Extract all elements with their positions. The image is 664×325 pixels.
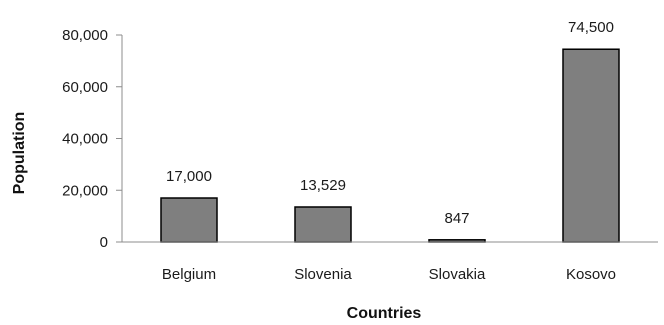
data-labels: 17,000 13,529 847 74,500 [166, 19, 614, 227]
data-label-kosovo: 74,500 [568, 19, 614, 36]
y-tick-label: 20,000 [62, 182, 108, 199]
bar-belgium [160, 197, 218, 243]
y-tick-label: 0 [100, 234, 108, 251]
x-tick-label-kosovo: Kosovo [566, 266, 616, 283]
x-axis-title: Countries [347, 305, 422, 322]
bar-slovenia [294, 206, 352, 243]
y-tick-label: 40,000 [62, 131, 108, 148]
bars [160, 48, 620, 243]
data-label-slovenia: 13,529 [300, 177, 346, 194]
y-axis-ticks: 0 20,000 40,000 60,000 80,000 [62, 27, 122, 251]
x-tick-label-slovakia: Slovakia [429, 266, 486, 283]
y-axis-title: Population [11, 112, 28, 195]
y-tick-label: 60,000 [62, 79, 108, 96]
x-tick-label-slovenia: Slovenia [294, 266, 352, 283]
data-label-belgium: 17,000 [166, 168, 212, 185]
data-label-slovakia: 847 [444, 210, 469, 227]
x-tick-label-belgium: Belgium [162, 266, 216, 283]
bar-kosovo [562, 48, 620, 243]
x-axis-tick-labels: Belgium Slovenia Slovakia Kosovo [162, 266, 616, 283]
y-tick-label: 80,000 [62, 27, 108, 44]
